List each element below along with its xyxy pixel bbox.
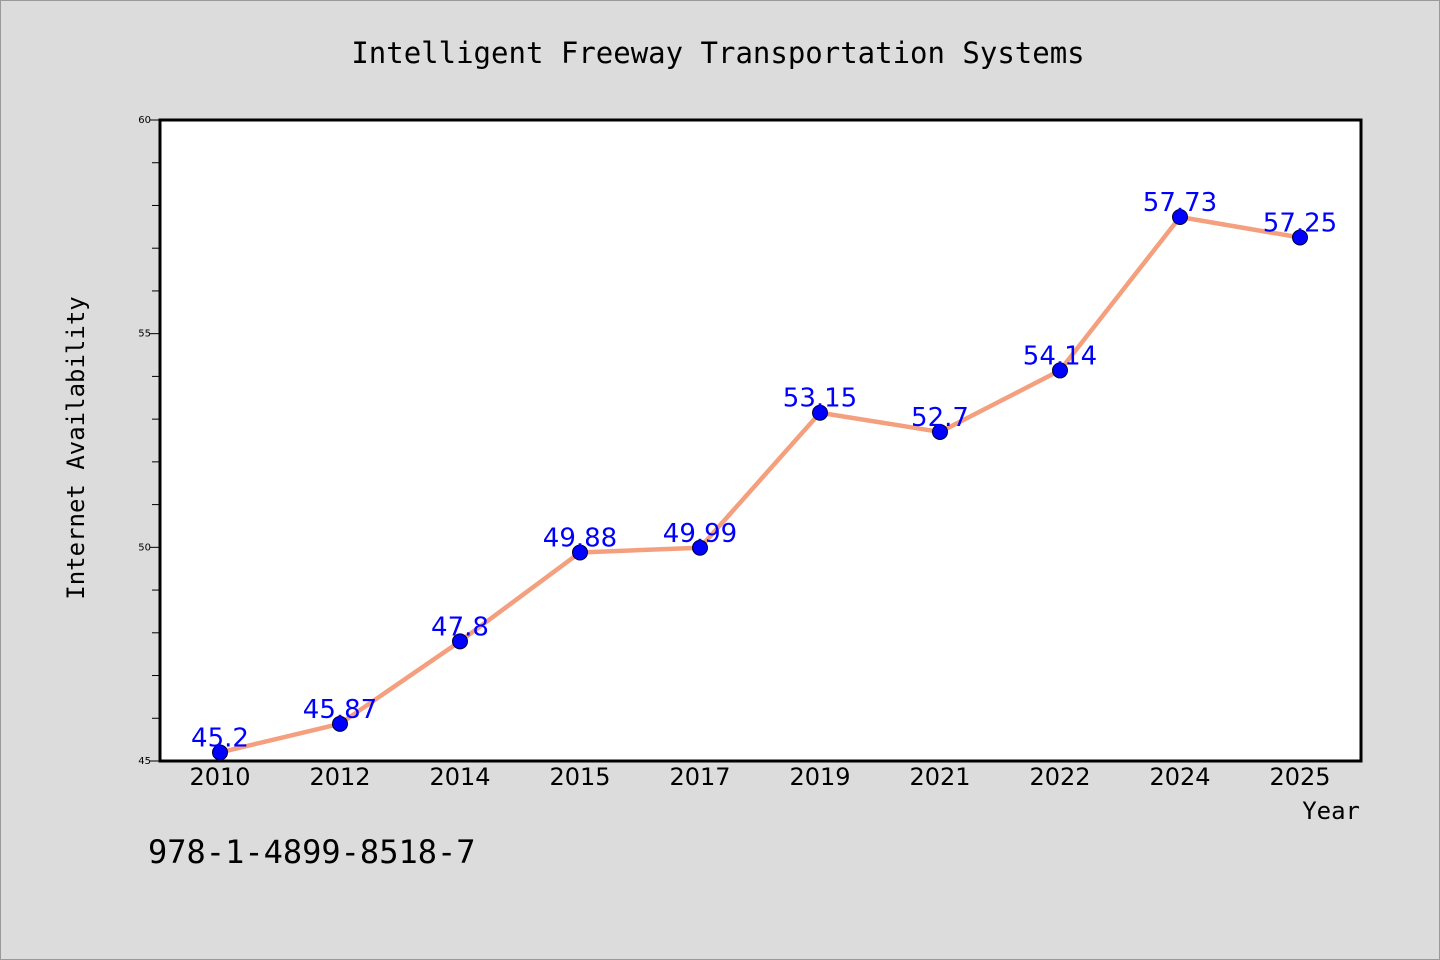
- data-label: 49.99: [663, 519, 737, 549]
- data-point: [1292, 229, 1308, 246]
- data-label: 57.73: [1143, 188, 1217, 218]
- y-tick-label: 50: [138, 542, 151, 553]
- data-point: [692, 539, 708, 556]
- data-point: [1172, 209, 1188, 226]
- chart-title: Intelligent Freeway Transportation Syste…: [351, 36, 1084, 70]
- x-tick-label: 2024: [1149, 763, 1210, 791]
- x-axis: 2010 2012 2014 2015 2017 2019 2021 2022 2024 2025: [189, 763, 1330, 791]
- x-tick-label: 2012: [309, 763, 370, 791]
- series-line: [217, 214, 1303, 755]
- data-point: [212, 744, 228, 761]
- y-axis: 45 50 55 60: [138, 115, 160, 767]
- x-tick-label: 2025: [1269, 763, 1330, 791]
- data-label: 47.8: [431, 612, 489, 642]
- plot-area: [158, 118, 1363, 763]
- data-label: 45.2: [191, 723, 249, 753]
- data-point: [932, 423, 948, 440]
- data-label: 57.25: [1263, 209, 1337, 239]
- data-point: [452, 633, 468, 650]
- x-axis-label: Year: [1302, 797, 1360, 825]
- data-point: [812, 404, 828, 421]
- x-tick-label: 2022: [1029, 763, 1090, 791]
- x-tick-label: 2014: [429, 763, 490, 791]
- isbn-annotation: 978-1-4899-8518-7: [148, 833, 476, 871]
- data-label: 53.15: [783, 384, 857, 414]
- data-label: 54.14: [1023, 341, 1097, 371]
- y-axis-label: Internet Availability: [62, 296, 90, 599]
- x-tick-label: 2010: [189, 763, 250, 791]
- y-tick-label: 45: [138, 756, 151, 767]
- x-tick-label: 2021: [909, 763, 970, 791]
- data-label: 49.88: [543, 523, 617, 553]
- series-group: 45.2 45.87 47.8 49.88 49.99 53.15 52.7 54.14 57.…: [191, 188, 1337, 761]
- x-tick-label: 2017: [669, 763, 730, 791]
- data-point: [1052, 362, 1068, 379]
- data-point: [572, 544, 588, 561]
- x-tick-label: 2015: [549, 763, 610, 791]
- x-tick-label: 2019: [789, 763, 850, 791]
- y-tick-label: 55: [138, 329, 151, 340]
- data-label: 52.7: [911, 403, 969, 433]
- y-tick-label: 60: [138, 115, 151, 126]
- data-point: [332, 715, 348, 732]
- data-label: 45.87: [303, 695, 377, 725]
